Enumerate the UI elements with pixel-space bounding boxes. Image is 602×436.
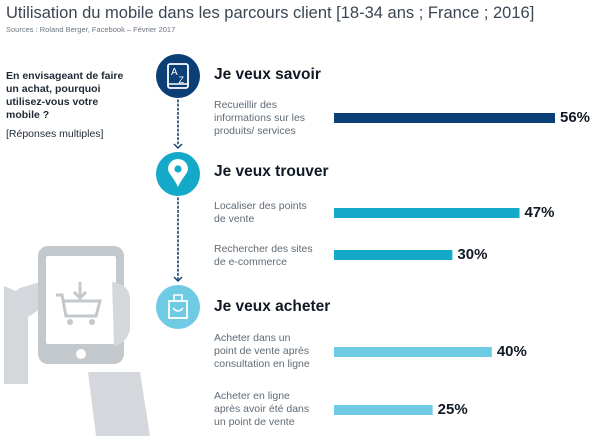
- bar: [334, 113, 555, 123]
- bar: [334, 208, 520, 218]
- stage-title-trouver: Je veux trouver: [214, 163, 329, 180]
- bar-label: Rechercher des sites de e-commerce: [214, 243, 313, 269]
- bar-value-label: 25%: [437, 401, 468, 418]
- shopping-bag-icon: [156, 285, 200, 329]
- bar-label: Recueillir des informations sur les prod…: [214, 99, 305, 138]
- phone-shopping-cart-icon: [4, 246, 150, 436]
- bar-label: Localiser des points de vente: [214, 200, 307, 226]
- bar-value-label: 40%: [496, 343, 527, 360]
- bar-label-line: après avoir été dans: [214, 403, 310, 415]
- bar-label-line: Recueillir des: [214, 99, 278, 111]
- bar-label-line: Acheter en ligne: [214, 390, 290, 402]
- bar-label-line: Rechercher des sites: [214, 243, 313, 255]
- stage-title-savoir: Je veux savoir: [214, 66, 321, 83]
- bar-label-line: Localiser des points: [214, 200, 307, 212]
- bar-label: Acheter dans un point de vente après con…: [214, 332, 310, 371]
- bar-label-line: consultation en ligne: [214, 358, 310, 370]
- location-pin-icon: [156, 152, 200, 196]
- bar-value-label: 30%: [457, 246, 488, 263]
- bar-label-line: un point de vente: [214, 416, 295, 428]
- bar: [334, 405, 433, 415]
- svg-text:Z: Z: [179, 75, 185, 85]
- chart-source: Sources : Roland Berger, Facebook – Févr…: [6, 25, 176, 34]
- stage-title-acheter: Je veux acheter: [214, 298, 331, 315]
- bar: [334, 250, 453, 260]
- bar-label-line: Acheter dans un: [214, 332, 291, 344]
- bar-label-line: de vente: [214, 213, 255, 225]
- survey-note: [Réponses multiples]: [6, 128, 104, 140]
- dictionary-az-icon: A Z: [156, 54, 200, 98]
- chart-title: Utilisation du mobile dans les parcours …: [6, 4, 535, 22]
- svg-text:A: A: [171, 67, 178, 78]
- bar-label-line: de e-commerce: [214, 256, 287, 268]
- bar-label-line: point de vente après: [214, 345, 310, 357]
- bar-value-label: 47%: [524, 204, 555, 221]
- survey-question: En envisageant de faire un achat, pourqu…: [6, 70, 124, 121]
- bar: [334, 347, 492, 357]
- bar-label-line: informations sur les: [214, 112, 306, 124]
- bar-label: Acheter en ligne après avoir été dans un…: [214, 390, 309, 429]
- stage-connectors: [173, 99, 183, 282]
- bar-value-label: 56%: [560, 109, 591, 126]
- bar-label-line: produits/ services: [214, 125, 296, 137]
